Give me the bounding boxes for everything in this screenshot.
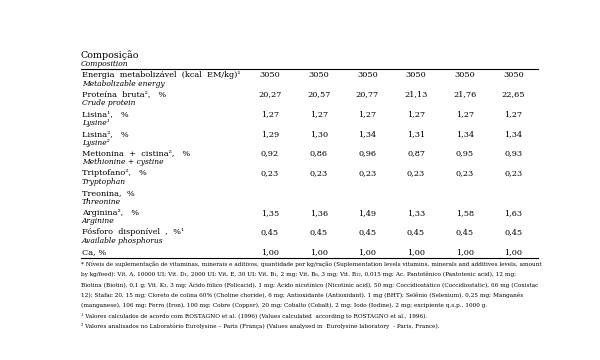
- Text: Metionina  +  cistina²,   %: Metionina + cistina², %: [82, 150, 190, 158]
- Text: 1,27: 1,27: [407, 110, 425, 118]
- Text: (manganese), 106 mg; Ferro (Iron), 100 mg; Cobre (Copper), 20 mg; Cobalto (Cobal: (manganese), 106 mg; Ferro (Iron), 100 m…: [80, 303, 487, 308]
- Text: 20,57: 20,57: [307, 91, 331, 99]
- Text: 1,49: 1,49: [358, 209, 376, 217]
- Text: 12); Stafac 20, 15 mg; Cloreto de colina 60% (Choline choride), 6 mg; Antioxidan: 12); Stafac 20, 15 mg; Cloreto de colina…: [80, 292, 523, 298]
- Text: 3050: 3050: [454, 71, 475, 79]
- Text: Metabolizable energy: Metabolizable energy: [82, 80, 164, 87]
- Text: Lysine²: Lysine²: [82, 139, 110, 147]
- Text: 0,23: 0,23: [504, 169, 523, 177]
- Text: 20,27: 20,27: [259, 91, 281, 99]
- Text: 20,77: 20,77: [356, 91, 379, 99]
- Text: Tryptophan: Tryptophan: [82, 178, 126, 186]
- Text: 0,23: 0,23: [310, 169, 328, 177]
- Text: 0,96: 0,96: [358, 150, 376, 158]
- Text: 21,13: 21,13: [404, 91, 428, 99]
- Text: 0,23: 0,23: [261, 169, 279, 177]
- Text: 3050: 3050: [260, 71, 280, 79]
- Text: 1,27: 1,27: [310, 110, 328, 118]
- Text: Arginina²,   %: Arginina², %: [82, 209, 139, 217]
- Text: 1,34: 1,34: [358, 130, 376, 138]
- Text: 1,00: 1,00: [505, 248, 523, 256]
- Text: Crude protein: Crude protein: [82, 99, 136, 107]
- Text: 0,45: 0,45: [358, 228, 376, 237]
- Text: 1,30: 1,30: [310, 130, 328, 138]
- Text: 3050: 3050: [406, 71, 427, 79]
- Text: 1,27: 1,27: [455, 110, 474, 118]
- Text: 1,34: 1,34: [504, 130, 523, 138]
- Text: Threonine: Threonine: [82, 198, 121, 206]
- Text: 0,45: 0,45: [455, 228, 474, 237]
- Text: 1,00: 1,00: [261, 248, 279, 256]
- Text: 0,45: 0,45: [261, 228, 279, 237]
- Text: Lisina¹,   %: Lisina¹, %: [82, 110, 129, 118]
- Text: 1,35: 1,35: [261, 209, 279, 217]
- Text: 0,45: 0,45: [310, 228, 328, 237]
- Text: ² Valores analisados no Laboratório Eurolysine – Paris (França) (Values analysed: ² Valores analisados no Laboratório Euro…: [80, 323, 439, 329]
- Text: 0,87: 0,87: [407, 150, 425, 158]
- Text: * Níveis de suplementação de vitaminas, minerais e aditivos, quantidade por kg/r: * Níveis de suplementação de vitaminas, …: [80, 262, 541, 267]
- Text: Arginine: Arginine: [82, 217, 115, 225]
- Text: 0,45: 0,45: [407, 228, 425, 237]
- Text: ¹ Valores calculados de acordo com ROSTAGNO et al. (1996) (Values calculated  ac: ¹ Valores calculados de acordo com ROSTA…: [80, 313, 427, 319]
- Text: 0,93: 0,93: [504, 150, 523, 158]
- Text: 1,33: 1,33: [407, 209, 425, 217]
- Text: 1,27: 1,27: [504, 110, 523, 118]
- Text: 1,29: 1,29: [261, 130, 279, 138]
- Text: Ca, %: Ca, %: [82, 248, 106, 256]
- Text: 1,27: 1,27: [261, 110, 279, 118]
- Text: Fósforo  disponível  ,  %¹: Fósforo disponível , %¹: [82, 228, 184, 237]
- Text: Available phosphorus: Available phosphorus: [82, 237, 164, 245]
- Text: 0,86: 0,86: [310, 150, 328, 158]
- Text: 3050: 3050: [503, 71, 524, 79]
- Text: 1,63: 1,63: [504, 209, 523, 217]
- Text: 3050: 3050: [308, 71, 329, 79]
- Text: Treonina,  %: Treonina, %: [82, 189, 135, 197]
- Text: Triptofano²,   %: Triptofano², %: [82, 169, 147, 177]
- Text: 1,58: 1,58: [455, 209, 474, 217]
- Text: 0,45: 0,45: [504, 228, 523, 237]
- Text: by kg/feed): Vit. A, 10000 UI; Vit. D₁, 2000 UI; Vit. E, 30 UI; Vit. B₁, 2 mg; V: by kg/feed): Vit. A, 10000 UI; Vit. D₁, …: [80, 272, 516, 278]
- Text: 22,65: 22,65: [502, 91, 525, 99]
- Text: 0,23: 0,23: [455, 169, 474, 177]
- Text: 0,23: 0,23: [358, 169, 376, 177]
- Text: Composition: Composition: [80, 60, 128, 68]
- Text: 3050: 3050: [357, 71, 378, 79]
- Text: Lysine¹: Lysine¹: [82, 119, 110, 127]
- Text: 1,34: 1,34: [455, 130, 474, 138]
- Text: Composição: Composição: [80, 50, 139, 60]
- Text: 1,00: 1,00: [358, 248, 376, 256]
- Text: Methionine + cystine: Methionine + cystine: [82, 158, 164, 166]
- Text: 0,95: 0,95: [455, 150, 474, 158]
- Text: 1,27: 1,27: [358, 110, 376, 118]
- Text: 1,36: 1,36: [310, 209, 328, 217]
- Text: 21,76: 21,76: [453, 91, 476, 99]
- Text: Lisina²,   %: Lisina², %: [82, 130, 129, 138]
- Text: 1,00: 1,00: [455, 248, 473, 256]
- Text: Proteína  bruta²,   %: Proteína bruta², %: [82, 91, 166, 99]
- Text: Energia  metabolizável  (kcal  EM/kg)¹: Energia metabolizável (kcal EM/kg)¹: [82, 71, 241, 79]
- Text: 0,23: 0,23: [407, 169, 425, 177]
- Text: Biotina (Biotin), 0,1 g; Vit. K₃, 3 mg; Ácido fólico (Folicacid), 1 mg; Ácido ni: Biotina (Biotin), 0,1 g; Vit. K₃, 3 mg; …: [80, 282, 538, 288]
- Text: 1,00: 1,00: [407, 248, 425, 256]
- Text: 1,31: 1,31: [407, 130, 425, 138]
- Text: 1,00: 1,00: [310, 248, 328, 256]
- Text: 0,92: 0,92: [261, 150, 279, 158]
